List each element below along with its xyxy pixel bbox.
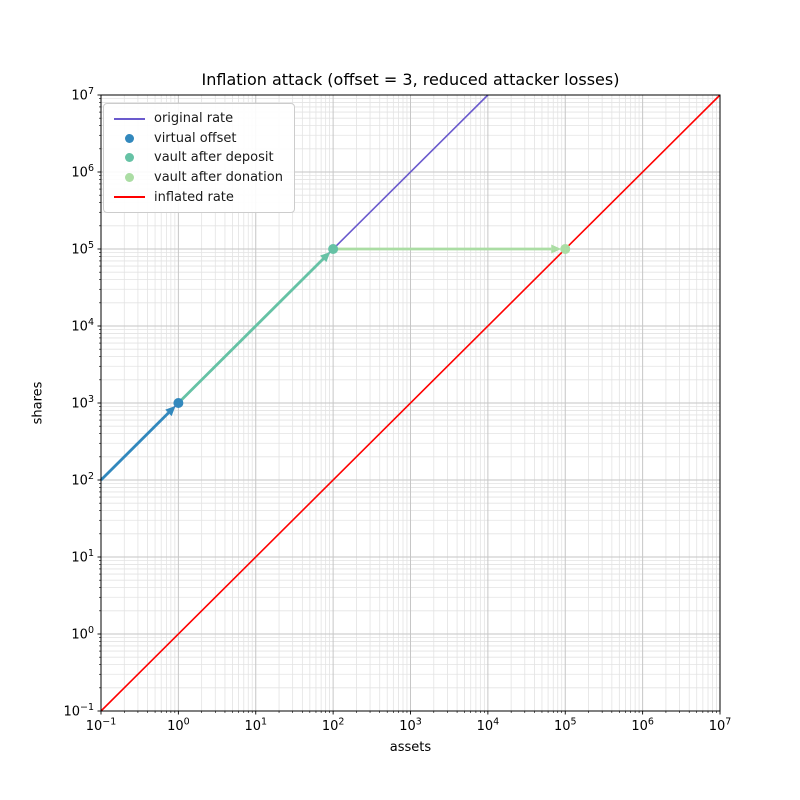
legend-line-swatch: [114, 196, 145, 199]
legend: original rate virtual offset vault after d…: [103, 103, 295, 213]
y-tick-label: 103: [71, 394, 94, 412]
y-tick-label: 101: [71, 548, 94, 566]
arrow-shaft: [100, 411, 170, 481]
x-tick-label: 101: [244, 717, 267, 735]
dot-swatch: [125, 153, 134, 163]
line-swatch: [114, 196, 145, 199]
x-axis-label: assets: [389, 740, 432, 755]
arrow-head: [320, 251, 331, 263]
legend-item-label: vault after donation: [154, 170, 283, 186]
data-point-vault-after-donation: [560, 244, 571, 254]
arrow-vault-after-donation-arrow: [333, 244, 562, 254]
legend-line-swatch: [114, 117, 145, 120]
x-tick-label: 105: [554, 717, 577, 735]
x-tick-label: 10−1: [86, 717, 117, 735]
legend-dot-swatch: [114, 173, 145, 183]
legend-dot-swatch: [114, 133, 145, 143]
legend-item-inflated-rate: inflated rate: [104, 187, 294, 207]
y-tick-label: 10−1: [63, 702, 94, 720]
legend-item-label: vault after deposit: [154, 150, 274, 166]
y-axis-label: shares: [30, 381, 46, 425]
x-tick-label: 103: [399, 717, 422, 735]
chart-title: Inflation attack (offset = 3, reduced at…: [201, 70, 620, 89]
y-tick-label: 106: [71, 163, 94, 181]
legend-item-original-rate: original rate: [104, 109, 294, 129]
arrow-vault-after-deposit-arrow: [177, 251, 331, 404]
x-tick-label: 100: [167, 717, 190, 735]
y-tick-label: 104: [71, 317, 94, 335]
arrow-virtual-offset-arrow: [100, 405, 176, 481]
y-tick-label: 107: [71, 86, 94, 104]
arrow-head: [165, 405, 176, 417]
arrow-shaft: [177, 257, 325, 404]
dot-swatch: [125, 173, 134, 183]
x-tick-label: 106: [631, 717, 654, 735]
dot-swatch: [125, 133, 134, 143]
data-point-virtual-offset: [173, 398, 184, 408]
legend-item-label: virtual offset: [154, 130, 237, 146]
legend-item-vault-after-donation: vault after donation: [104, 168, 294, 188]
x-tick-label: 102: [322, 717, 345, 735]
series-line-inflated-rate: [100, 94, 721, 712]
legend-item-virtual-offset: virtual offset: [104, 129, 294, 149]
legend-dot-swatch: [114, 153, 145, 163]
legend-item-vault-after-deposit: vault after deposit: [104, 148, 294, 168]
x-tick-label: 107: [709, 717, 732, 735]
axis-ticks: [97, 94, 721, 715]
y-tick-label: 105: [71, 240, 94, 258]
data-point-vault-after-deposit: [328, 244, 339, 254]
line-swatch: [114, 117, 145, 120]
arrow-head: [551, 244, 562, 254]
x-tick-label: 104: [477, 717, 500, 735]
y-tick-label: 100: [71, 625, 94, 643]
legend-item-label: inflated rate: [154, 189, 234, 205]
y-tick-label: 102: [71, 471, 94, 489]
legend-item-label: original rate: [154, 111, 234, 127]
